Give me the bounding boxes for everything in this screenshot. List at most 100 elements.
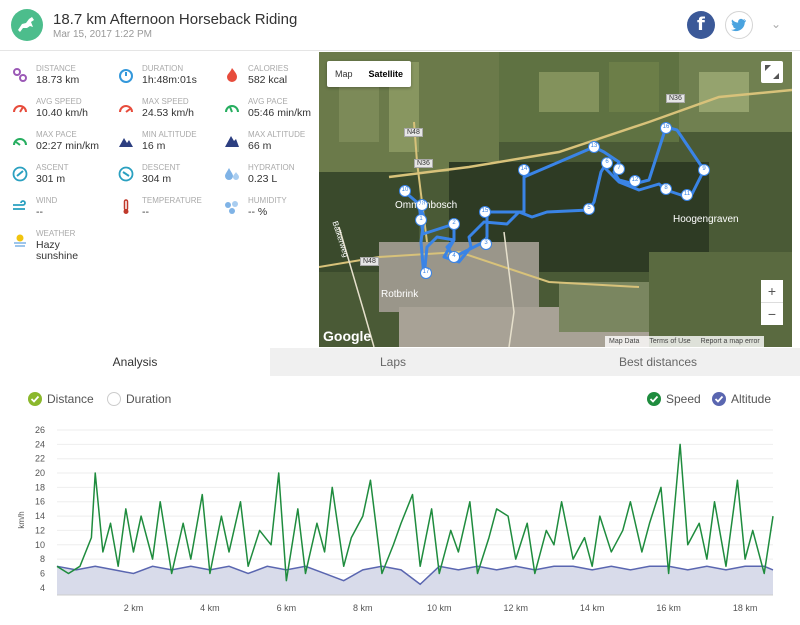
speedometer-icon xyxy=(119,105,133,113)
y-axis-label: km/h xyxy=(17,511,26,528)
route-marker[interactable]: 5 xyxy=(583,203,595,215)
altitude-line xyxy=(56,565,774,586)
satellite-imagery xyxy=(319,52,792,347)
stats-panel: DISTANCE 18.73 km DURATION 1h:48m:01s CA… xyxy=(0,51,318,347)
zoom-in-button[interactable]: + xyxy=(761,280,783,303)
stat-min-altitude: MIN ALTITUDE 16 m xyxy=(108,125,208,155)
route-marker[interactable]: 14 xyxy=(518,164,530,176)
checkmark-icon xyxy=(28,392,42,406)
stat-ascent: ASCENT 301 m xyxy=(2,158,102,188)
x-tick-label: 2 km xyxy=(124,603,144,613)
fullscreen-button[interactable] xyxy=(761,61,783,83)
stat-weather: WEATHER Hazy sunshine xyxy=(2,224,102,264)
map-type-toggle: Map Satellite xyxy=(327,61,412,87)
speed-line xyxy=(56,443,774,582)
google-logo: Google xyxy=(323,328,372,344)
descent-icon xyxy=(118,166,134,182)
map-data-link[interactable]: Map Data xyxy=(609,338,640,345)
x-tick-label: 4 km xyxy=(200,603,220,613)
legend-altitude[interactable]: Altitude xyxy=(712,392,771,406)
y-tick-label: 10 xyxy=(35,540,45,550)
map-label-n36-east: N36 xyxy=(666,94,685,103)
x-tick-label: 18 km xyxy=(733,603,758,613)
route-marker[interactable]: 9 xyxy=(698,164,710,176)
activity-header: 18.7 km Afternoon Horseback Riding Mar 1… xyxy=(0,0,800,51)
map-label-ommenbosch: Ommenbosch xyxy=(395,200,458,211)
activity-date: Mar 15, 2017 1:22 PM xyxy=(53,29,152,40)
route-marker[interactable]: 11 xyxy=(681,189,693,201)
legend-distance[interactable]: Distance xyxy=(28,392,94,406)
horse-icon xyxy=(11,9,43,41)
y-tick-label: 6 xyxy=(40,568,45,578)
facebook-share-button[interactable]: f xyxy=(687,11,715,39)
tab-analysis[interactable]: Analysis xyxy=(0,348,270,378)
speedometer-icon xyxy=(13,105,27,113)
stat-wind: WIND -- xyxy=(2,191,102,221)
checkmark-icon xyxy=(712,392,726,406)
mountain-icon xyxy=(119,138,133,147)
twitter-icon xyxy=(731,18,746,32)
route-marker[interactable]: 3 xyxy=(480,238,492,250)
flame-icon xyxy=(227,68,237,82)
route-marker[interactable]: 15 xyxy=(479,206,491,218)
x-tick-label: 16 km xyxy=(656,603,681,613)
y-tick-label: 18 xyxy=(35,482,45,492)
stat-calories: CALORIES 582 kcal xyxy=(214,59,314,89)
route-marker[interactable]: 8 xyxy=(660,183,672,195)
route-marker[interactable]: 13 xyxy=(588,141,600,153)
stat-duration: DURATION 1h:48m:01s xyxy=(108,59,208,89)
x-tick-label: 14 km xyxy=(580,603,605,613)
route-marker[interactable]: 16 xyxy=(660,122,672,134)
x-tick-label: 6 km xyxy=(277,603,297,613)
route-marker[interactable]: 17 xyxy=(420,267,432,279)
radio-empty-icon xyxy=(107,392,121,406)
map-label-n48-south: N48 xyxy=(360,257,379,266)
sun-haze-icon xyxy=(14,234,26,247)
satellite-view-button[interactable]: Satellite xyxy=(368,69,404,79)
route-marker[interactable]: 12 xyxy=(629,175,641,187)
legend-speed[interactable]: Speed xyxy=(647,392,701,406)
map-label-hoogengraven: Hoogengraven xyxy=(673,214,739,225)
activity-title: 18.7 km Afternoon Horseback Riding xyxy=(53,11,298,28)
y-tick-label: 26 xyxy=(35,425,45,435)
route-marker[interactable]: 10 xyxy=(399,185,411,197)
map-label-n36-west: N36 xyxy=(414,159,433,168)
route-marker[interactable]: 2 xyxy=(448,218,460,230)
stat-distance: DISTANCE 18.73 km xyxy=(2,59,102,89)
y-tick-label: 12 xyxy=(35,525,45,535)
y-tick-label: 16 xyxy=(35,497,45,507)
legend-duration[interactable]: Duration xyxy=(107,392,171,406)
stat-max-altitude: MAX ALTITUDE 66 m xyxy=(214,125,314,155)
route-marker[interactable]: 7 xyxy=(613,163,625,175)
map-view-button[interactable]: Map xyxy=(335,69,353,79)
terms-of-use-link[interactable]: Terms of Use xyxy=(649,338,691,345)
zoom-out-button[interactable]: − xyxy=(761,303,783,325)
stat-max-pace: MAX PACE 02:27 min/km xyxy=(2,125,102,155)
stat-avg-pace: AVG PACE 05:46 min/km xyxy=(214,92,314,122)
x-tick-label: 12 km xyxy=(503,603,528,613)
stat-temperature: TEMPERATURE -- xyxy=(108,191,208,221)
twitter-share-button[interactable] xyxy=(725,11,753,39)
route-marker[interactable]: 6 xyxy=(601,157,613,169)
tab-best-distances[interactable]: Best distances xyxy=(516,348,800,376)
route-marker[interactable]: 1 xyxy=(415,214,427,226)
stopwatch-icon xyxy=(119,69,133,83)
checkmark-icon xyxy=(647,392,661,406)
map-footer: Map Data Terms of Use Report a map error xyxy=(605,336,764,347)
map-label-rotbrink: Rotbrink xyxy=(381,289,419,300)
chart-svg: 4 6 8 10 12 14 16 18 20 22 24 26 km/h 2 km 4 km 6 km 8 k… xyxy=(17,425,774,613)
thermometer-icon xyxy=(123,199,129,214)
y-tick-label: 24 xyxy=(35,439,45,449)
y-tick-label: 14 xyxy=(35,511,45,521)
route-marker[interactable]: 4 xyxy=(448,251,460,263)
stat-hydration: HYDRATION 0.23 L xyxy=(214,158,314,188)
facebook-icon: f xyxy=(697,14,705,35)
y-tick-label: 22 xyxy=(35,454,45,464)
report-map-error-link[interactable]: Report a map error xyxy=(700,338,760,345)
humidity-icon xyxy=(225,201,238,214)
route-map[interactable]: 1 2 3 4 5 6 7 8 9 10 11 12 13 14 15 16 17 18 N36 N36 N48 … xyxy=(319,52,792,347)
route-marker[interactable]: 18 xyxy=(416,199,428,211)
tab-laps[interactable]: Laps xyxy=(270,348,516,376)
fullscreen-icon xyxy=(765,65,779,79)
chevron-down-icon[interactable]: ⌄ xyxy=(771,17,782,31)
